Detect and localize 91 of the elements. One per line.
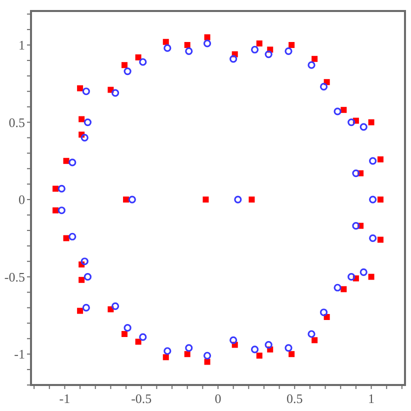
point: [122, 331, 128, 337]
point: [82, 88, 90, 96]
point: [348, 118, 356, 126]
point: [84, 118, 92, 126]
y-tick-label: -1: [14, 346, 25, 362]
point: [334, 284, 342, 292]
point: [369, 157, 377, 165]
point: [52, 186, 59, 192]
point: [84, 273, 92, 281]
point: [184, 42, 190, 48]
point: [340, 106, 347, 113]
y-tick-label: 0: [18, 192, 25, 208]
y-tick-label: 0.5: [8, 114, 25, 130]
point: [77, 308, 84, 314]
point: [352, 169, 360, 178]
point: [52, 207, 59, 214]
point: [234, 196, 242, 204]
x-tick-label: -1: [59, 391, 70, 406]
point: [368, 274, 374, 280]
point: [308, 330, 316, 338]
point: [377, 196, 384, 203]
point: [288, 42, 295, 48]
point: [135, 338, 142, 345]
point: [203, 40, 212, 48]
point: [128, 196, 136, 204]
point: [369, 196, 377, 204]
point: [112, 89, 120, 97]
point: [264, 341, 272, 349]
point: [340, 286, 347, 292]
point: [284, 344, 292, 352]
point: [377, 156, 384, 162]
y-tick-label: 1: [18, 38, 25, 53]
point: [77, 85, 84, 92]
point: [352, 222, 360, 230]
point: [80, 134, 88, 142]
point: [162, 354, 169, 360]
point: [312, 337, 318, 344]
point: [63, 158, 70, 164]
point: [135, 54, 142, 60]
point: [123, 196, 130, 203]
x-tick-label: 0: [214, 391, 222, 406]
point: [264, 50, 272, 58]
point: [82, 304, 90, 312]
point: [288, 351, 295, 358]
point: [185, 344, 193, 352]
point: [58, 184, 66, 193]
x-tick-label: -0.5: [131, 391, 152, 406]
point: [78, 116, 85, 122]
point: [308, 61, 316, 69]
point: [203, 352, 212, 360]
y-tick-label: -0.5: [4, 269, 25, 284]
point: [185, 47, 193, 55]
point: [122, 62, 128, 68]
point: [320, 82, 328, 91]
point: [202, 196, 209, 203]
point: [164, 347, 172, 355]
point: [360, 268, 368, 276]
point: [369, 234, 377, 242]
point: [360, 123, 368, 131]
point: [284, 47, 292, 55]
point: [68, 232, 76, 240]
point: [164, 44, 172, 52]
point: [256, 40, 262, 46]
point: [63, 235, 70, 242]
point: [58, 206, 66, 214]
x-tick-label: 1: [368, 391, 375, 406]
point: [204, 358, 210, 365]
point: [256, 352, 262, 359]
point: [139, 333, 147, 341]
point: [312, 56, 318, 62]
point: [162, 38, 169, 45]
point: [320, 308, 328, 316]
point: [80, 258, 88, 266]
point: [334, 108, 342, 116]
point: [250, 346, 259, 354]
point: [248, 196, 255, 203]
point: [112, 302, 120, 310]
x-tick-label: 0.5: [286, 391, 303, 406]
point: [204, 34, 210, 40]
point: [184, 351, 190, 358]
point: [78, 276, 85, 283]
point: [139, 58, 147, 66]
point: [230, 55, 238, 63]
point: [124, 67, 132, 76]
point: [250, 46, 259, 54]
point: [348, 273, 356, 281]
point: [230, 336, 238, 344]
point: [68, 158, 76, 166]
point: [368, 119, 374, 126]
point: [377, 236, 384, 243]
point: [124, 324, 132, 332]
